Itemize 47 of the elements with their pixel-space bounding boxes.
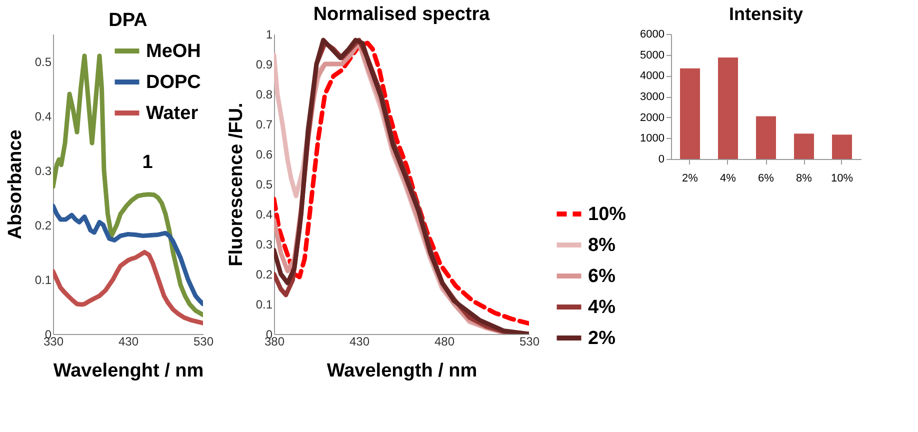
chart-title: DPA (108, 10, 148, 31)
x-axis-title: Wavelenght / nm (53, 360, 204, 382)
legend-label: MeOH (146, 41, 201, 62)
y-tick-label: 0.1 (34, 272, 52, 287)
y-axis-title: Absorbance (4, 130, 26, 240)
legend-label: Water (146, 103, 199, 124)
y-tick-label: 0.4 (34, 109, 52, 124)
legend-label: 8% (588, 235, 616, 256)
y-tick-label: 0.8 (256, 88, 273, 102)
y-tick-label: 2000 (640, 112, 664, 124)
legend-label: 10% (588, 204, 626, 225)
y-tick-label: 4000 (640, 70, 664, 82)
y-tick-label: 0.1 (256, 298, 273, 312)
x-tick-label: 480 (434, 334, 455, 348)
x-tick-label: 430 (118, 334, 139, 348)
x-tick-label: 530 (519, 334, 540, 348)
y-axis-title: Fluorescence /FU. (226, 102, 247, 266)
y-tick-label: 0.5 (256, 178, 273, 192)
legend-label: 6% (588, 266, 616, 287)
y-tick-label: 3000 (640, 91, 664, 103)
x-tick-label: 530 (193, 334, 214, 348)
y-tick-label: 0.7 (256, 118, 273, 132)
chart-title: Intensity (728, 4, 804, 24)
legend-label: DOPC (146, 72, 202, 93)
x-tick-label: 4% (720, 172, 736, 184)
y-tick-label: 6000 (640, 28, 664, 40)
x-axis-title: Wavelength / nm (326, 360, 478, 382)
y-tick-label: 0.2 (256, 268, 273, 282)
y-tick-label: 1 (266, 28, 273, 42)
y-tick-label: 1000 (640, 132, 664, 145)
y-tick-label: 0.4 (256, 208, 273, 222)
x-tick-label: 6% (758, 172, 774, 184)
annotation: 1 (142, 152, 154, 173)
y-tick-label: 0.2 (34, 218, 52, 232)
y-tick-label: 0 (658, 154, 664, 166)
y-tick-label: 5000 (640, 49, 664, 62)
legend-label: 4% (588, 297, 616, 318)
x-tick-label: 2% (682, 172, 698, 184)
y-tick-label: 0.5 (34, 54, 52, 69)
y-tick-label: 0.9 (256, 58, 273, 72)
chart-title: Normalised spectra (313, 4, 490, 25)
y-tick-label: 0.3 (34, 164, 52, 178)
y-tick-label: 0.3 (256, 238, 273, 252)
y-tick-label: 0.6 (256, 148, 273, 162)
x-tick-label: 430 (349, 334, 370, 348)
x-tick-label: 10% (830, 172, 854, 184)
x-tick-label: 8% (796, 172, 812, 184)
